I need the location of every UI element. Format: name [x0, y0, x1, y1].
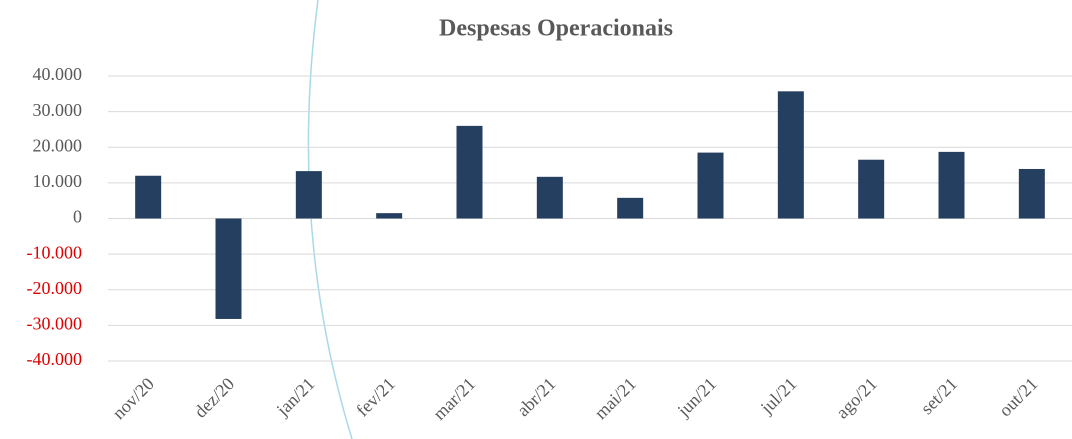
x-tick-label: mar/21: [429, 374, 479, 424]
bar: [376, 213, 403, 219]
x-tick-label: jul/21: [756, 374, 801, 419]
y-tick-label: -30.000: [27, 314, 83, 334]
y-tick-label: 20.000: [33, 135, 83, 155]
y-tick-label: -10.000: [27, 242, 83, 262]
bar: [536, 176, 563, 219]
x-tick-label: nov/20: [108, 374, 158, 424]
y-tick-label: 40.000: [33, 64, 83, 84]
bar: [938, 151, 965, 219]
x-tick-label: jun/21: [673, 374, 720, 421]
bar: [777, 91, 804, 219]
decorative-arc: [307, 0, 353, 439]
x-tick-label: abr/21: [513, 374, 560, 421]
x-tick-label: fev/21: [352, 374, 399, 421]
y-tick-label: -20.000: [27, 278, 83, 298]
y-tick-label: 0: [73, 207, 82, 227]
x-tick-label: ago/21: [832, 374, 881, 423]
bar: [295, 171, 322, 219]
y-tick-label: 10.000: [33, 171, 83, 191]
bar: [697, 152, 724, 219]
chart-title: Despesas Operacionais: [439, 16, 673, 42]
bar: [617, 197, 644, 219]
bar: [456, 125, 483, 219]
x-tick-label: dez/20: [190, 374, 238, 422]
y-tick-label: -40.000: [27, 349, 83, 369]
x-tick-label: mai/21: [590, 374, 639, 423]
bar: [135, 175, 162, 219]
x-tick-label: out/21: [995, 374, 1042, 421]
bar: [215, 218, 242, 319]
bar: [1018, 168, 1045, 219]
x-tick-label: set/21: [917, 374, 962, 419]
bar: [858, 159, 885, 219]
x-tick-label: jan/21: [272, 374, 319, 421]
y-tick-label: 30.000: [33, 100, 83, 120]
